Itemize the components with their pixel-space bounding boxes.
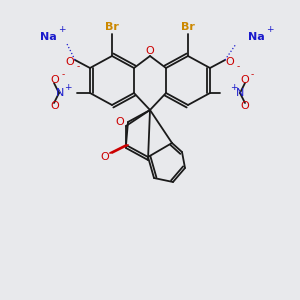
Text: N: N	[236, 88, 244, 98]
Text: +: +	[58, 26, 66, 34]
Text: O: O	[116, 117, 124, 127]
Text: Br: Br	[105, 22, 119, 32]
Text: O: O	[66, 57, 74, 67]
Text: +: +	[230, 82, 238, 91]
Text: Br: Br	[181, 22, 195, 32]
Text: O: O	[100, 152, 109, 162]
Text: +: +	[64, 82, 72, 91]
Text: O: O	[241, 101, 249, 111]
Text: -: -	[61, 70, 64, 80]
Text: O: O	[241, 75, 249, 85]
Text: -: -	[250, 70, 254, 80]
Text: O: O	[51, 75, 59, 85]
Text: -: -	[76, 62, 80, 71]
Text: -: -	[236, 62, 240, 71]
Text: Na: Na	[248, 32, 264, 42]
Text: +: +	[266, 26, 274, 34]
Text: O: O	[226, 57, 234, 67]
Text: N: N	[56, 88, 64, 98]
Text: O: O	[51, 101, 59, 111]
Text: O: O	[146, 46, 154, 56]
Text: Na: Na	[40, 32, 56, 42]
